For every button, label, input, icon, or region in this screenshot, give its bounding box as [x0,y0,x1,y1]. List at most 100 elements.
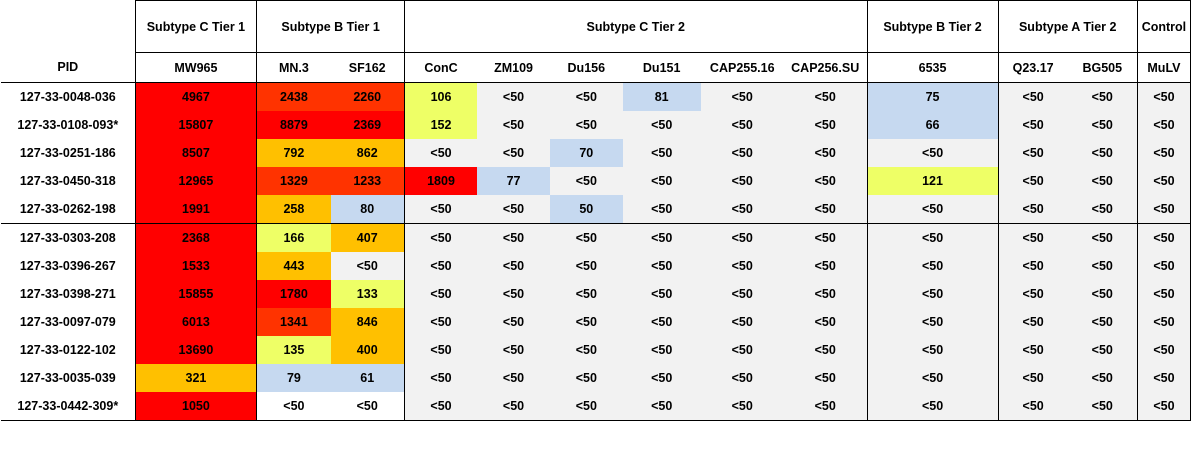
value-cell: <50 [1137,82,1192,111]
table-row: 127-33-0035-039 321 79 61 <50 <50 <50 <50 <50 <50… [1,364,1192,392]
group-header-a-tier2: Subtype A Tier 2 [998,0,1138,53]
value-cell: 1780 [256,280,331,308]
value-cell: 1341 [256,308,331,336]
value-cell: <50 [549,392,623,421]
value-cell: <50 [1137,336,1192,364]
column-header-cap256: CAP256.SU [783,52,868,83]
value-cell: <50 [783,167,868,195]
value-cell: <50 [700,82,784,111]
table-row: 127-33-0303-208 2368 166 407 <50 <50 <50 <50 <50… [1,223,1192,252]
value-cell: 2260 [330,82,405,111]
value-cell: 15855 [134,280,258,308]
value-cell: <50 [477,308,550,336]
value-cell: 862 [330,139,405,167]
pid-cell: 127-33-0398-271 [1,280,136,308]
value-cell: <50 [477,111,550,139]
value-cell: <50 [700,167,784,195]
value-cell: 258 [256,195,331,224]
value-cell: <50 [477,364,550,392]
value-cell: <50 [783,139,868,167]
table-row: 127-33-0396-267 1533 443 <50 <50 <50 <50 <50 <50… [1,252,1192,280]
value-cell: 1050 [134,392,258,421]
value-cell: <50 [998,111,1068,139]
group-header-control: Control [1137,0,1192,53]
value-cell: 66 [867,111,999,139]
pid-cell: 127-33-0108-093* [1,111,136,139]
value-cell: <50 [1067,392,1138,421]
value-cell: <50 [477,280,550,308]
pid-cell: 127-33-0097-079 [1,308,136,336]
table-row: 127-33-0251-186 8507 792 862 <50 <50 70 <50 <50 <… [1,139,1192,167]
value-cell: <50 [1137,364,1192,392]
value-cell: <50 [477,392,550,421]
column-header-mn3: MN.3 [256,52,331,83]
value-cell: <50 [622,392,701,421]
value-cell: <50 [998,364,1068,392]
value-cell: 79 [256,364,331,392]
value-cell: <50 [404,308,478,336]
value-cell: 443 [256,252,331,280]
value-cell: 6013 [134,308,258,336]
neutralization-table: Subtype C Tier 1 Subtype B Tier 1 Subtyp… [1,0,1192,421]
value-cell: <50 [700,336,784,364]
value-cell: <50 [1137,139,1192,167]
group-header-b-tier2: Subtype B Tier 2 [867,0,999,53]
value-cell: <50 [998,167,1068,195]
value-cell: 2438 [256,82,331,111]
value-cell: 135 [256,336,331,364]
value-cell: <50 [622,336,701,364]
value-cell: 166 [256,223,331,252]
table-row: 127-33-0097-079 6013 1341 846 <50 <50 <50 <50 <5… [1,308,1192,336]
value-cell: 15807 [134,111,258,139]
value-cell: 4967 [134,82,258,111]
value-cell: 1233 [330,167,405,195]
value-cell: <50 [622,252,701,280]
value-cell: <50 [1137,392,1192,421]
value-cell: <50 [404,223,478,252]
value-cell: <50 [1067,364,1138,392]
value-cell: <50 [998,308,1068,336]
column-header-conc: ConC [404,52,478,83]
value-cell: 152 [404,111,478,139]
table-row: 127-33-0262-198 1991 258 80 <50 <50 50 <50 <50 <5… [1,195,1192,224]
value-cell: <50 [1067,280,1138,308]
value-cell: <50 [622,308,701,336]
group-header-row: Subtype C Tier 1 Subtype B Tier 1 Subtyp… [1,0,1192,53]
value-cell: <50 [404,364,478,392]
value-cell: 12965 [134,167,258,195]
value-cell: <50 [1067,336,1138,364]
value-cell: <50 [700,392,784,421]
value-cell: 792 [256,139,331,167]
value-cell: 77 [477,167,550,195]
value-cell: 846 [330,308,405,336]
pid-cell: 127-33-0396-267 [1,252,136,280]
value-cell: <50 [867,308,999,336]
pid-cell: 127-33-0122-102 [1,336,136,364]
pid-cell: 127-33-0442-309* [1,392,136,421]
value-cell: <50 [477,223,550,252]
value-cell: 80 [330,195,405,224]
value-cell: <50 [867,364,999,392]
value-cell: <50 [700,252,784,280]
value-cell: <50 [1137,252,1192,280]
value-cell: <50 [998,82,1068,111]
value-cell: 1809 [404,167,478,195]
table-row: 127-33-0048-036 4967 2438 2260 106 <50 <50 81 <5… [1,82,1192,111]
value-cell: 400 [330,336,405,364]
value-cell: <50 [783,111,868,139]
table-row: 127-33-0108-093* 15807 8879 2369 152 <50 <50 <5… [1,111,1192,139]
value-cell: <50 [700,195,784,224]
value-cell: <50 [477,139,550,167]
value-cell: <50 [549,364,623,392]
value-cell: 13690 [134,336,258,364]
value-cell: <50 [622,111,701,139]
value-cell: <50 [404,139,478,167]
value-cell: <50 [1137,223,1192,252]
value-cell: <50 [477,252,550,280]
value-cell: <50 [1067,167,1138,195]
value-cell: <50 [867,139,999,167]
value-cell: 407 [330,223,405,252]
value-cell: 321 [134,364,258,392]
value-cell: <50 [867,252,999,280]
value-cell: <50 [477,195,550,224]
